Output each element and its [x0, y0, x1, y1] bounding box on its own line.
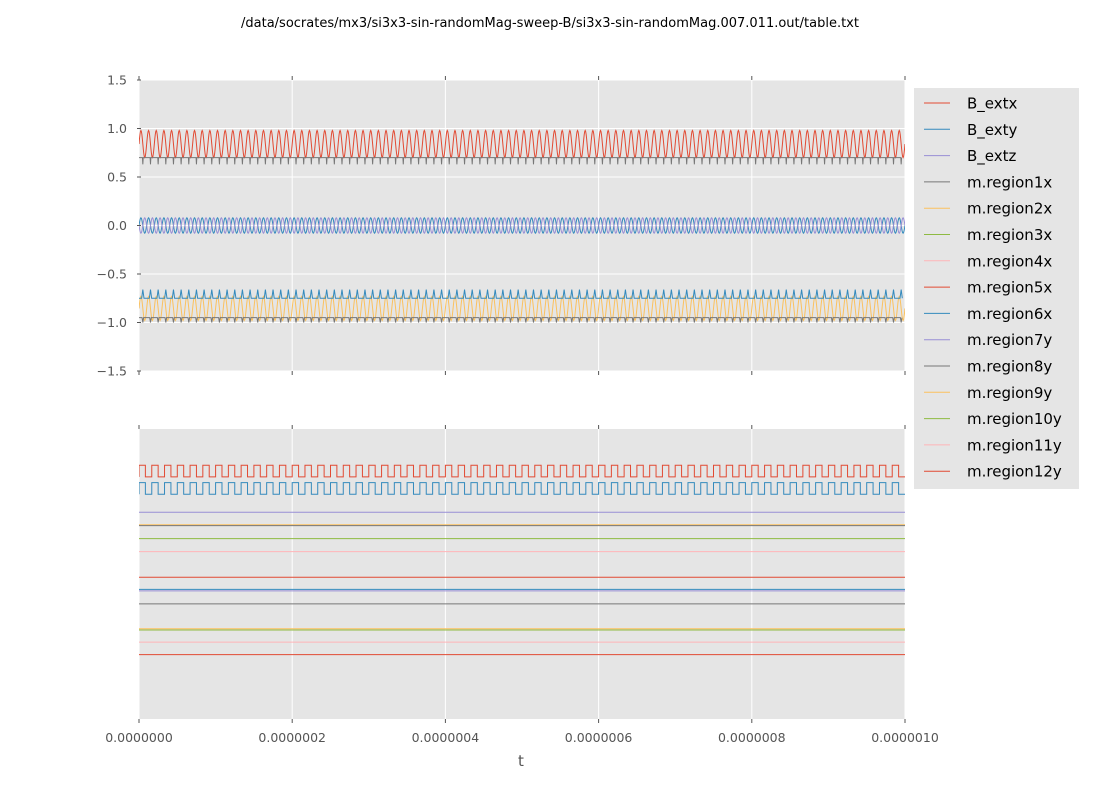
- x-tick-label: 0.0000004: [412, 730, 480, 745]
- y-tick-label: −1.0: [97, 315, 127, 330]
- top-panel: 1.5 1.0 0.5 0.0 −0.5 −1.0 −1.5: [97, 73, 906, 379]
- legend-box: [914, 88, 1079, 489]
- legend-label: m.region8y: [967, 358, 1052, 376]
- legend-label: m.region4x: [967, 252, 1052, 270]
- legend-label: m.region2x: [967, 200, 1052, 218]
- series-line-m-region6x: [139, 289, 903, 299]
- x-tick-label: 0.0000000: [105, 730, 173, 745]
- legend-label: B_extx: [967, 95, 1018, 114]
- legend-label: B_extz: [967, 147, 1017, 166]
- series-line-b-extz: [139, 216, 905, 235]
- legend: B_extx B_exty B_extz m.region1x m.region2x m.…: [914, 88, 1079, 489]
- legend-label: m.region7y: [967, 331, 1052, 349]
- y-tick-label: 1.5: [107, 73, 127, 88]
- x-axis-label: t: [518, 752, 524, 770]
- legend-item-m-region2x: m.region2x: [924, 200, 1052, 218]
- legend-item-m-region8y: m.region8y: [924, 358, 1052, 376]
- legend-label: m.region6x: [967, 305, 1052, 323]
- legend-item-m-region3x: m.region3x: [924, 226, 1052, 244]
- x-axis-ticks: 0.0000000 0.0000002 0.0000004 0.0000006 0.00…: [105, 76, 939, 745]
- legend-label: m.region12y: [967, 463, 1062, 481]
- y-tick-label: 0.0: [107, 218, 127, 233]
- legend-item-b-exty: B_exty: [924, 121, 1018, 140]
- bottom-panel: [138, 429, 906, 719]
- legend-label: m.region3x: [967, 226, 1052, 244]
- x-tick-label: 0.0000008: [718, 730, 786, 745]
- legend-label: m.region9y: [967, 384, 1052, 402]
- series-line-m-region1x: [139, 157, 903, 165]
- chart-title: /data/socrates/mx3/si3x3-sin-randomMag-s…: [241, 16, 859, 31]
- series-line-m-region8y: [139, 317, 903, 323]
- legend-item-m-region5x: m.region5x: [924, 279, 1052, 297]
- top-y-ticks: 1.5 1.0 0.5 0.0 −0.5 −1.0 −1.5: [97, 73, 141, 379]
- legend-item-m-region6x: m.region6x: [924, 305, 1052, 323]
- x-tick-label: 0.0000010: [871, 730, 939, 745]
- x-tick-label: 0.0000006: [565, 730, 633, 745]
- legend-item-b-extx: B_extx: [924, 95, 1018, 114]
- y-tick-label: −1.5: [97, 364, 127, 379]
- series-line-m-region5x: [139, 464, 905, 478]
- legend-label: m.region11y: [967, 436, 1062, 454]
- series-line-b-extx: [139, 129, 905, 159]
- x-tick-label: 0.0000002: [258, 730, 326, 745]
- legend-label: m.region5x: [967, 279, 1052, 297]
- legend-item-m-region10y: m.region10y: [924, 410, 1062, 428]
- legend-item-m-region9y: m.region9y: [924, 384, 1052, 402]
- series-line-m-region6x: [139, 482, 905, 495]
- legend-label: m.region1x: [967, 173, 1052, 191]
- legend-label: m.region10y: [967, 410, 1062, 428]
- y-tick-label: −0.5: [97, 267, 127, 282]
- top-series: [139, 129, 905, 323]
- legend-items: B_extx B_exty B_extz m.region1x m.region2x m.…: [924, 95, 1062, 481]
- legend-item-m-region7y: m.region7y: [924, 331, 1052, 349]
- y-tick-label: 1.0: [107, 121, 127, 136]
- legend-item-m-region4x: m.region4x: [924, 252, 1052, 270]
- legend-item-m-region12y: m.region12y: [924, 463, 1062, 481]
- legend-item-m-region11y: m.region11y: [924, 436, 1062, 454]
- y-tick-label: 0.5: [107, 170, 127, 185]
- bottom-series: [139, 464, 905, 656]
- legend-item-b-extz: B_extz: [924, 147, 1017, 166]
- legend-item-m-region1x: m.region1x: [924, 173, 1052, 191]
- legend-label: B_exty: [967, 121, 1018, 140]
